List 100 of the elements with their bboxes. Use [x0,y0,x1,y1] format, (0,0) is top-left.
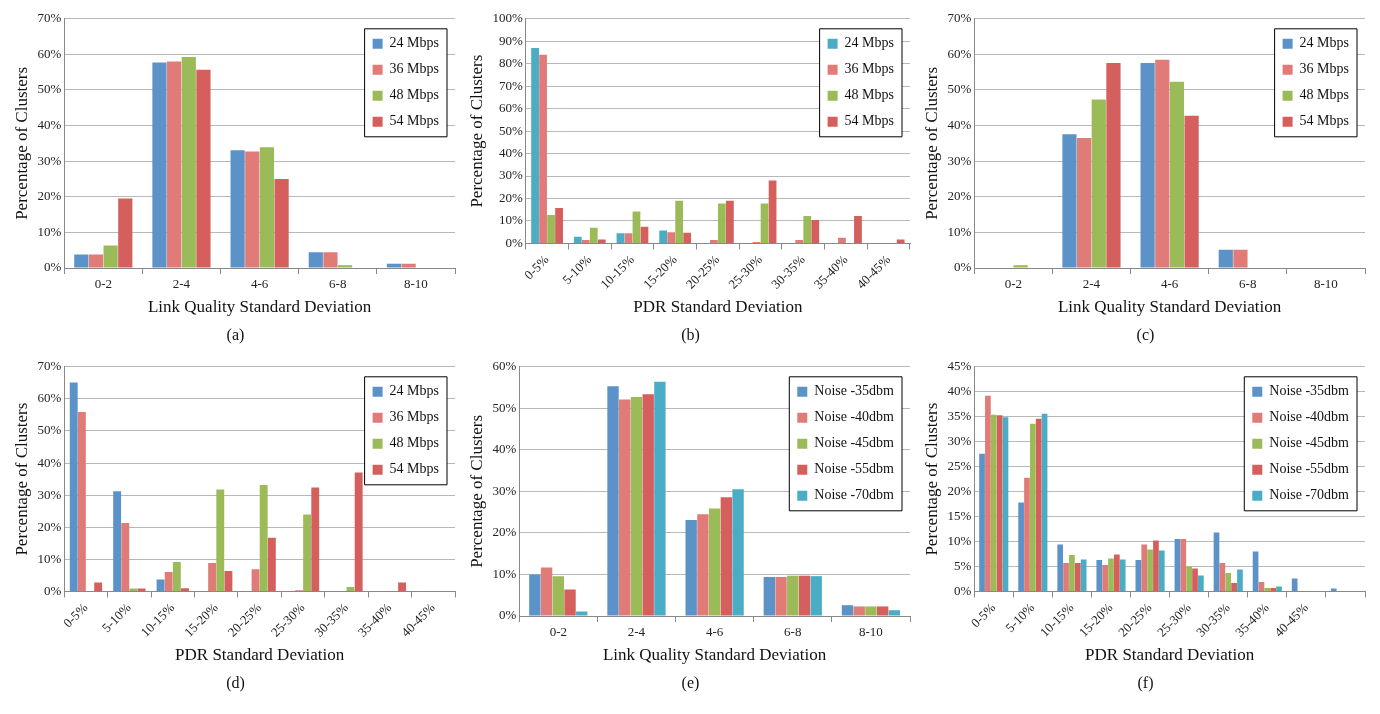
bar [103,245,118,268]
bar [865,606,877,616]
y-tick-label: 90% [498,32,523,48]
bar [853,606,865,616]
bar [1231,582,1237,591]
y-tick-label: 100% [492,10,523,26]
bar [624,233,633,243]
bar [1096,560,1103,591]
bar [1114,554,1120,591]
bar [259,484,268,591]
bar [1119,559,1126,591]
legend-label: 24 Mbps [1299,35,1350,51]
y-tick-label: 30% [498,167,523,183]
text: (f) [1137,674,1154,692]
bar [308,252,323,268]
y-tick-label: 10% [947,532,972,548]
bar [709,240,718,243]
bar [540,567,553,616]
bar [1270,587,1277,591]
y-tick-label: 60% [947,45,972,61]
y-tick-label: 70% [947,10,972,26]
bar [597,239,606,243]
bar [216,489,225,591]
bar [1018,502,1024,591]
x-tick-label: 2-4 [627,624,646,640]
bar [607,386,619,616]
bar [760,203,769,243]
bar [888,610,901,616]
bar [156,579,165,591]
text: (d) [226,674,245,692]
bar [1225,572,1232,591]
bar [1024,477,1030,591]
bar [1063,563,1069,591]
legend-label: Noise -55dbm [1269,461,1350,477]
bar [1291,578,1298,591]
x-tick-label: 8-10 [404,276,428,292]
bar [251,569,260,591]
bar [88,254,104,268]
bar [181,588,189,591]
y-tick-label: 80% [498,55,523,71]
legend-label: 54 Mbps [389,113,440,129]
y-tick-label: 15% [947,508,972,523]
bar [181,56,196,268]
y-tick-label: 50% [37,422,62,438]
bar [685,520,697,616]
legend-label: 48 Mbps [389,435,440,451]
bar [354,472,363,591]
x-tick-label: 2-4 [1082,276,1101,292]
bar [775,576,787,616]
bar [113,491,122,591]
bar [1077,138,1092,268]
bar [876,606,889,616]
bar [1062,134,1077,268]
x-tick-label: 2-4 [172,276,191,292]
bar [1198,575,1204,591]
y-tick-label: 0% [953,259,972,275]
y-tick-label: 50% [947,81,972,97]
y-tick-label: 35% [947,408,972,424]
bar [573,236,582,243]
x-axis-title: PDR Standard Deviation [633,297,803,317]
y-axis-title: Percentage of Clusters [921,402,941,556]
bar [245,151,260,268]
bar [386,263,402,268]
y-tick-label: 40% [947,117,972,133]
y-tick-label: 50% [37,81,62,97]
x-tick-label: 8-10 [859,624,883,640]
bar [640,226,649,243]
legend-label: Noise -70dbm [1269,487,1350,503]
y-tick-label: 30% [947,433,972,449]
bar [725,200,734,243]
legend-label: 36 Mbps [844,61,895,77]
bar [224,570,233,591]
bar [118,198,133,268]
bar [121,523,130,591]
bar [74,254,89,268]
bar [230,150,245,268]
legend-label: Noise -45dbm [1269,435,1350,451]
bar [581,240,590,243]
bar [1233,249,1248,268]
bar [196,69,211,268]
x-axis-title: PDR Standard Deviation [1085,645,1255,665]
y-tick-label: 0% [953,582,972,598]
bar [529,574,541,616]
x-tick-label: 4-6 [705,624,724,640]
y-tick-label: 60% [37,45,62,61]
bar [1237,569,1243,591]
bar [720,497,733,616]
bar [1147,549,1153,591]
legend-label: Noise -35dbm [814,383,895,399]
y-tick-label: 25% [947,458,972,474]
y-tick-label: 10% [492,565,517,581]
legend-label: 24 Mbps [389,35,440,51]
legend-label: 54 Mbps [1299,113,1350,129]
legend-label: 36 Mbps [1299,61,1350,77]
legend-label: Noise -45dbm [814,435,895,451]
legend-label: 48 Mbps [844,87,895,103]
bar [1169,81,1185,268]
bar [164,571,173,591]
bar [854,216,862,243]
bar [1180,539,1187,591]
